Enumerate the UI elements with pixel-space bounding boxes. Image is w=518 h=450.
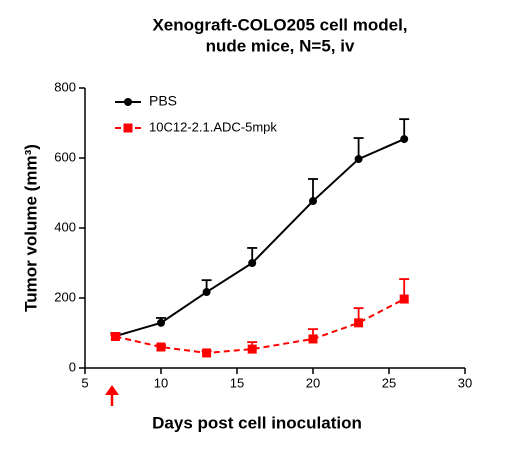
legend-marker xyxy=(123,123,133,133)
x-tick-label: 10 xyxy=(154,375,168,390)
data-point xyxy=(308,334,318,344)
data-point xyxy=(157,318,165,327)
y-axis-label: Tumor volume (mm³) xyxy=(21,144,40,312)
data-point xyxy=(202,288,211,297)
data-point xyxy=(202,348,212,358)
legend-label: 10C12-2.1.ADC-5mpk xyxy=(149,119,277,134)
data-point xyxy=(156,342,166,352)
y-tick-label: 800 xyxy=(54,79,76,94)
x-tick-label: 5 xyxy=(81,375,88,390)
x-tick-label: 15 xyxy=(230,375,244,390)
data-point xyxy=(248,259,257,267)
legend-label: PBS xyxy=(149,93,177,109)
x-axis-label: Days post cell inoculation xyxy=(152,413,362,432)
treatment-arrow xyxy=(105,385,119,406)
y-tick-label: 0 xyxy=(69,359,76,374)
data-point xyxy=(354,318,364,328)
x-tick-label: 30 xyxy=(458,375,472,390)
series-line xyxy=(115,138,405,338)
data-point xyxy=(399,294,409,304)
y-tick-label: 600 xyxy=(54,149,76,164)
chart-title: nude mice, N=5, iv xyxy=(206,36,355,55)
x-tick-label: 20 xyxy=(306,375,320,390)
y-tick-label: 200 xyxy=(54,289,76,304)
y-tick-label: 400 xyxy=(54,219,76,234)
data-point xyxy=(309,197,317,206)
data-point xyxy=(247,344,257,354)
data-point xyxy=(110,332,120,341)
chart-title: Xenograft-COLO205 cell model, xyxy=(152,15,407,34)
data-point xyxy=(354,155,363,164)
data-point xyxy=(400,135,409,144)
x-tick-label: 25 xyxy=(382,375,396,390)
legend-marker xyxy=(124,98,132,106)
